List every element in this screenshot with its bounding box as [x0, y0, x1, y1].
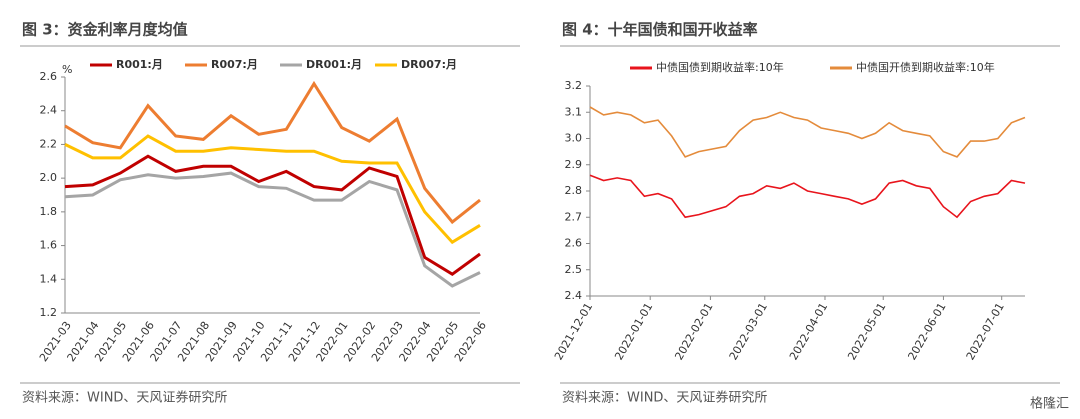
series-line: [589, 106, 1026, 158]
y-tick-label: 2.8: [565, 184, 583, 197]
x-tick-label: 2021-12-01: [552, 301, 595, 363]
y-tick-label: 3.0: [565, 132, 583, 145]
legend-label: 中债国开债到期收益率:10年: [856, 60, 995, 74]
y-tick-label: 1.4: [40, 272, 58, 285]
legend-label: DR001:月: [306, 58, 362, 71]
y-tick-label: 2.7: [565, 210, 583, 223]
series-line: [64, 80, 481, 225]
legend-label: DR007:月: [401, 58, 457, 71]
x-tick-label: 2022-04-01: [787, 301, 830, 363]
series-line: [64, 154, 481, 277]
y-tick-label: 3.1: [565, 105, 583, 118]
y-tick-label: 2.0: [40, 171, 58, 184]
chart-title: 图 4：十年国债和国开收益率: [562, 21, 758, 39]
y-tick-label: 2.4: [40, 104, 58, 117]
legend-label: R007:月: [211, 58, 258, 71]
y-tick-label: 2.4: [565, 289, 583, 302]
legend-label: R001:月: [116, 58, 163, 71]
y-tick-label: 3.2: [565, 79, 583, 92]
y-tick-label: 1.6: [40, 239, 58, 252]
y-tick-label: 2.6: [565, 237, 583, 250]
source: 资料来源：WIND、天风证券研究所: [562, 390, 767, 406]
y-tick-label: 2.2: [40, 137, 58, 150]
y-tick-label: 2.5: [565, 263, 583, 276]
y-tick-label: 1.8: [40, 205, 58, 218]
series-line: [64, 134, 481, 245]
chart-title: 图 3：资金利率月度均值: [22, 21, 188, 39]
series-line: [589, 174, 1026, 219]
watermark: 格隆汇: [1030, 396, 1069, 412]
x-tick-label: 2022-02-01: [672, 301, 715, 363]
x-tick-label: 2022-07-01: [964, 301, 1007, 363]
source: 资料来源：WIND、天风证券研究所: [22, 390, 227, 406]
y-tick-label: 2.9: [565, 158, 583, 171]
series-line: [64, 171, 481, 288]
y-tick-label: 1.2: [40, 306, 58, 319]
unit-label: %: [62, 63, 72, 76]
x-tick-label: 2022-03-01: [727, 301, 770, 363]
x-tick-label: 2022-01-01: [612, 301, 655, 363]
x-tick-label: 2022-06-01: [905, 301, 948, 363]
legend-label: 中债国债到期收益率:10年: [656, 60, 784, 74]
y-tick-label: 2.6: [40, 70, 58, 83]
x-tick-label: 2022-05-01: [845, 301, 888, 363]
